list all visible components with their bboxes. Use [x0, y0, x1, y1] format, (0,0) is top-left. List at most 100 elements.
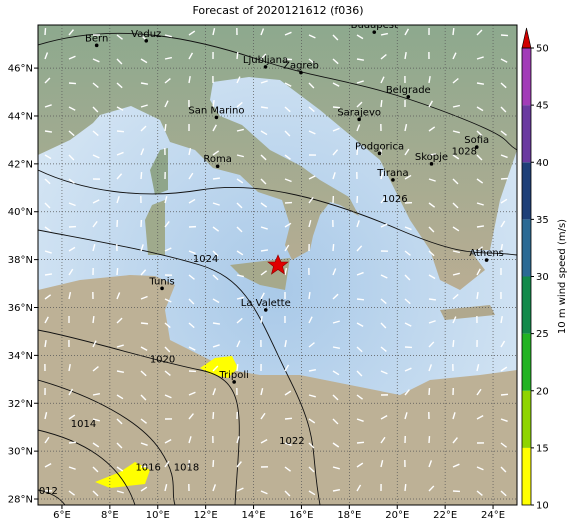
wind-arrow — [356, 462, 364, 468]
wind-arrow — [380, 370, 388, 375]
wind-arrow — [284, 31, 292, 36]
wind-arrow — [140, 125, 147, 132]
wind-arrow — [260, 490, 268, 495]
wind-arrow — [164, 439, 172, 444]
wind-arrow — [284, 364, 290, 372]
map-title: Forecast of 2020121612 (f036) — [192, 4, 363, 17]
wind-arrow — [68, 363, 71, 372]
wind-arrow — [404, 322, 412, 327]
wind-arrow — [140, 171, 143, 180]
wind-arrow — [308, 196, 314, 204]
wind-arrow — [404, 298, 411, 305]
wind-arrow — [44, 104, 52, 108]
wind-arrow — [332, 293, 339, 300]
wind-arrow — [44, 52, 49, 60]
wind-arrow — [332, 243, 335, 252]
wind-arrow — [476, 466, 484, 471]
wind-arrow — [44, 202, 51, 209]
colorbar-tick-label: 45 — [536, 101, 549, 112]
wind-arrow — [140, 295, 148, 300]
wind-arrow — [308, 369, 317, 372]
map-frame — [37, 24, 518, 506]
city-dot — [94, 43, 99, 48]
city-label: La Valette — [241, 298, 291, 309]
wind-arrow — [356, 298, 365, 301]
wind-arrow — [68, 178, 75, 184]
wind-arrow — [260, 202, 268, 208]
wind-arrow — [500, 490, 507, 497]
wind-arrow — [356, 80, 364, 84]
wind-arrow — [260, 130, 268, 136]
wind-arrow — [188, 298, 195, 305]
wind-arrow — [236, 154, 244, 158]
wind-arrow — [404, 226, 412, 231]
y-tick-label: 32°N — [8, 399, 33, 410]
wind-arrow — [140, 322, 149, 325]
colorbar-tick-label: 20 — [536, 386, 549, 397]
wind-arrow — [404, 51, 407, 60]
wind-arrow — [452, 52, 457, 60]
wind-arrow — [500, 243, 504, 252]
city-label: Athens — [469, 248, 504, 259]
wind-arrow — [164, 123, 167, 132]
wind-arrow — [116, 196, 120, 204]
wind-arrow — [68, 466, 76, 470]
wind-arrow — [44, 294, 52, 300]
wind-arrow — [116, 442, 123, 449]
wind-arrow — [428, 364, 433, 372]
wind-arrow — [500, 220, 506, 228]
wind-arrow — [68, 246, 76, 252]
x-tick-label: 14°E — [242, 510, 266, 521]
wind-arrow — [308, 394, 316, 398]
wind-arrow — [356, 418, 364, 422]
city-dot — [406, 95, 411, 99]
wind-arrow — [140, 465, 149, 468]
wind-arrow — [260, 388, 264, 396]
wind-arrow — [356, 245, 363, 252]
wind-arrow — [284, 82, 292, 87]
wind-arrow — [140, 442, 148, 446]
wind-arrow — [476, 364, 480, 372]
wind-arrow — [236, 76, 241, 84]
wind-arrow — [236, 101, 243, 108]
wind-arrow — [140, 104, 148, 108]
wind-arrow — [116, 34, 123, 40]
colorbar-segment — [522, 48, 531, 106]
wind-arrow — [476, 29, 483, 36]
y-tick-label: 44°N — [8, 111, 33, 122]
wind-arrow — [92, 130, 99, 137]
city-label: Zagreb — [283, 61, 319, 72]
x-tick-label: 10°E — [146, 510, 170, 521]
wind-arrow — [260, 439, 268, 444]
wind-arrow — [68, 388, 74, 396]
wind-arrow — [452, 250, 460, 254]
wind-arrow — [428, 298, 437, 301]
wind-arrow — [332, 320, 340, 324]
wind-arrow — [236, 340, 241, 348]
wind-arrow — [260, 292, 265, 300]
wind-arrow — [332, 394, 339, 401]
wind-arrow — [236, 51, 239, 60]
wind-arrow — [380, 460, 384, 468]
wind-arrow — [68, 130, 75, 137]
colorbar-tick-label: 40 — [536, 158, 549, 169]
colorbar-tick-label: 35 — [536, 215, 549, 226]
wind-arrow — [284, 417, 293, 420]
city-dot — [429, 162, 434, 166]
colorbar-segment — [522, 390, 531, 448]
wind-arrow — [356, 322, 364, 327]
wind-arrow — [500, 82, 507, 89]
wind-arrow — [188, 413, 194, 420]
wind-arrow — [452, 339, 455, 348]
wind-arrow — [212, 150, 220, 156]
city-dot — [377, 151, 382, 156]
wind-arrow — [212, 124, 217, 132]
wind-arrow — [284, 466, 291, 472]
city-label: Tripoli — [218, 370, 249, 381]
wind-arrow — [500, 393, 509, 396]
wind-arrow — [44, 316, 49, 324]
x-tick-label: 20°E — [385, 510, 409, 521]
wind-arrow — [404, 412, 408, 420]
wind-arrow — [284, 390, 292, 396]
